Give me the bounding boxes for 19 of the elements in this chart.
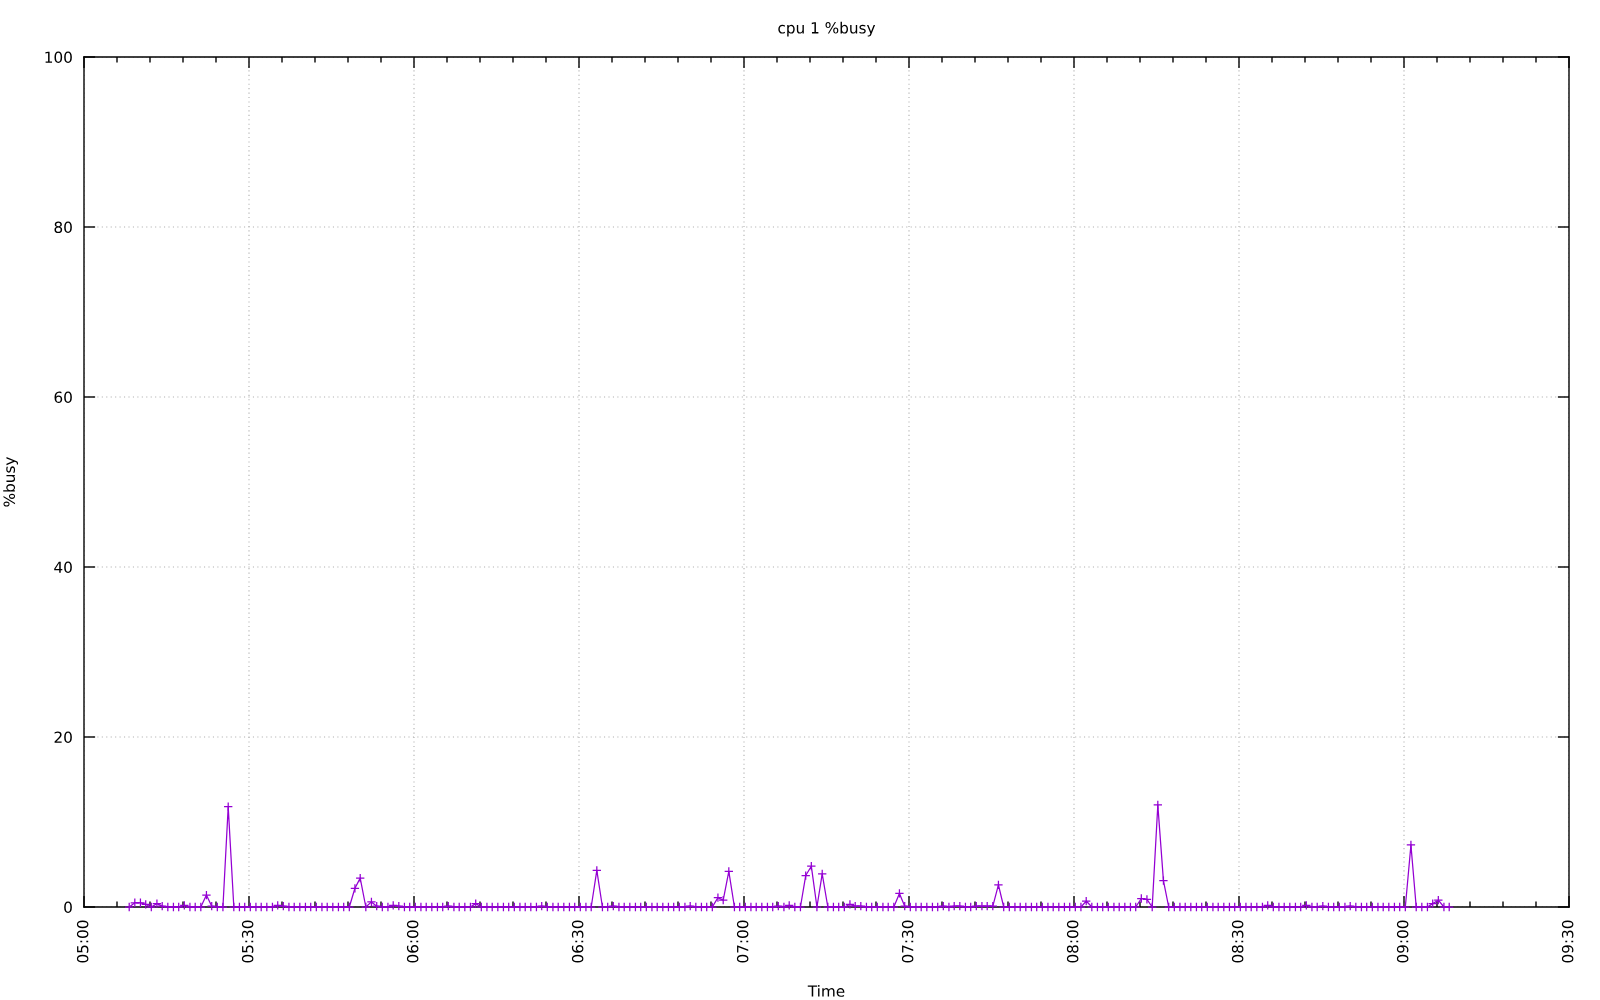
x-tick-label: 06:00 bbox=[406, 920, 419, 963]
x-tick-label: 07:00 bbox=[736, 920, 749, 963]
y-tick-label: 40 bbox=[54, 561, 72, 574]
x-tick-label: 05:30 bbox=[241, 920, 254, 963]
y-tick-label: 20 bbox=[54, 731, 72, 744]
y-tick-label: 60 bbox=[54, 391, 72, 404]
y-axis-title: %busy bbox=[3, 457, 18, 507]
x-tick-label: 08:30 bbox=[1231, 920, 1244, 963]
y-tick-label: 0 bbox=[64, 901, 72, 914]
x-axis-title: Time bbox=[807, 985, 845, 997]
x-tick-label: 09:00 bbox=[1396, 920, 1409, 963]
x-tick-label: 09:30 bbox=[1561, 920, 1574, 963]
x-tick-label: 06:30 bbox=[571, 920, 584, 963]
y-tick-label: 100 bbox=[45, 51, 72, 64]
chart-title: cpu 1 %busy bbox=[778, 21, 876, 37]
x-tick-label: 05:00 bbox=[76, 920, 89, 963]
x-tick-label: 08:00 bbox=[1066, 920, 1079, 963]
x-tick-label: 07:30 bbox=[901, 920, 914, 963]
y-tick-label: 80 bbox=[54, 221, 72, 234]
